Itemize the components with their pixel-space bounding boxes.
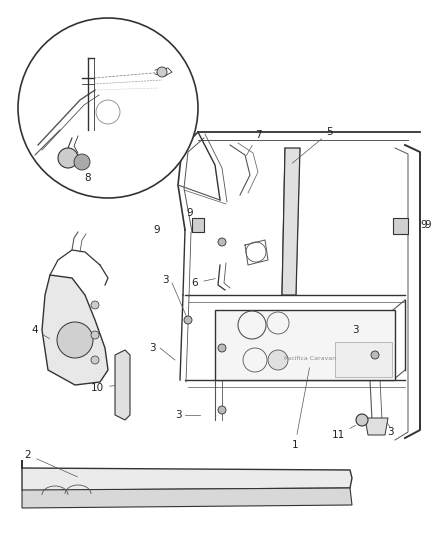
Polygon shape [364, 418, 387, 435]
Text: 5: 5 [291, 127, 332, 163]
Text: 9: 9 [186, 208, 193, 218]
Circle shape [58, 148, 78, 168]
Circle shape [370, 351, 378, 359]
Circle shape [218, 344, 226, 352]
Text: 3: 3 [386, 427, 392, 437]
Circle shape [91, 331, 99, 339]
Text: Pacifica Caravan: Pacifica Caravan [283, 356, 336, 360]
Polygon shape [42, 275, 108, 385]
Text: 11: 11 [331, 425, 355, 440]
Circle shape [91, 301, 99, 309]
Text: 7: 7 [246, 130, 261, 156]
Circle shape [157, 67, 166, 77]
Circle shape [355, 414, 367, 426]
Circle shape [74, 154, 90, 170]
Text: 6: 6 [191, 278, 215, 288]
Circle shape [267, 350, 287, 370]
Polygon shape [115, 350, 130, 420]
Circle shape [218, 238, 226, 246]
Text: 2: 2 [25, 450, 77, 477]
Circle shape [218, 406, 226, 414]
Text: 4: 4 [31, 325, 49, 338]
Text: 9: 9 [153, 225, 160, 235]
Text: 10: 10 [91, 383, 115, 393]
Circle shape [184, 316, 191, 324]
Polygon shape [215, 310, 394, 380]
Circle shape [18, 18, 198, 198]
Text: 8: 8 [85, 173, 91, 183]
Circle shape [57, 322, 93, 358]
Text: 3: 3 [351, 325, 357, 335]
Text: 3: 3 [174, 410, 181, 420]
Text: 3: 3 [148, 343, 155, 353]
Text: 1: 1 [291, 368, 309, 450]
Circle shape [91, 356, 99, 364]
Polygon shape [281, 148, 299, 295]
Polygon shape [191, 218, 204, 232]
Polygon shape [392, 218, 407, 234]
Text: 9: 9 [424, 220, 430, 230]
Polygon shape [22, 460, 351, 498]
Polygon shape [334, 342, 391, 377]
Text: 3: 3 [161, 275, 168, 285]
Polygon shape [22, 488, 351, 508]
Text: 9: 9 [420, 220, 426, 230]
